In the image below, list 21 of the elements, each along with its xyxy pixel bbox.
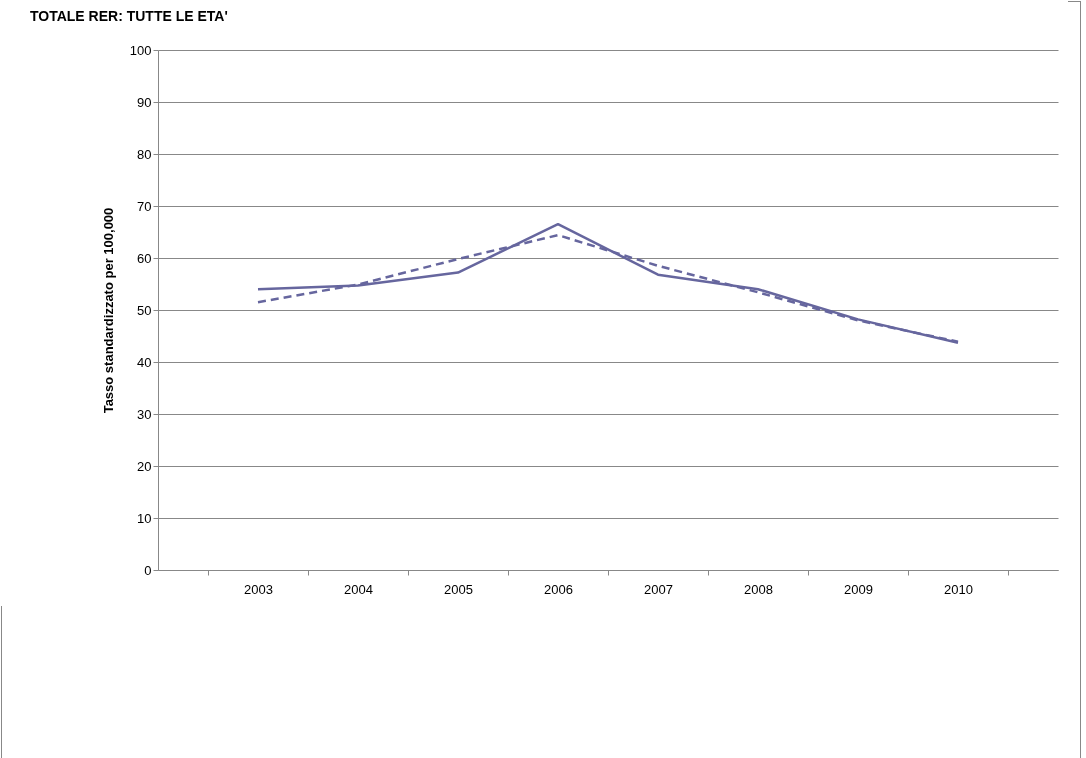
y-tick-label: 60	[137, 250, 152, 266]
x-tick-label: 2010	[944, 581, 973, 597]
y-tick-label: 70	[137, 198, 152, 214]
y-tick-label: 80	[137, 146, 152, 162]
y-tick-label: 20	[137, 458, 152, 474]
x-tick-label: 2008	[744, 581, 773, 597]
x-tick-label: 2007	[644, 581, 673, 597]
x-tick-label: 2005	[444, 581, 473, 597]
x-tick-label: 2009	[844, 581, 873, 597]
y-tick-label: 50	[137, 302, 152, 318]
x-tick-label: 2003	[244, 581, 273, 597]
y-tick-label: 30	[137, 406, 152, 422]
x-tick-label: 2004	[344, 581, 373, 597]
y-tick-label: 0	[144, 562, 152, 578]
y-tick-label: 90	[137, 94, 152, 110]
y-tick-label: 40	[137, 354, 152, 370]
y-axis-title: Tasso standardizzato per 100,000	[100, 207, 116, 414]
x-tick-label: 2006	[544, 581, 573, 597]
y-tick-label: 100	[129, 42, 152, 58]
y-tick-label: 10	[137, 510, 152, 526]
chart-title: TOTALE RER: TUTTE LE ETA'	[30, 8, 228, 24]
